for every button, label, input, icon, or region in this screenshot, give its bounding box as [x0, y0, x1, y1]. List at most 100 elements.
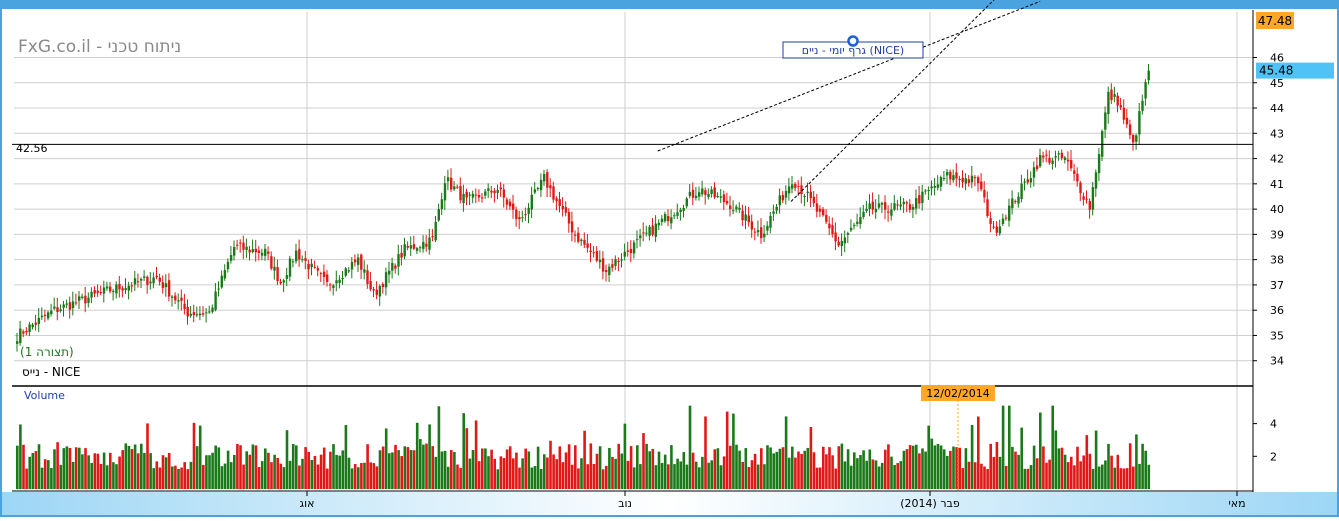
volume-bar [65, 446, 69, 489]
candle-body [50, 310, 53, 315]
volume-bar [570, 464, 574, 489]
candle-body [936, 184, 940, 188]
trend-line[interactable] [657, 0, 1041, 152]
high-tag-box [1256, 12, 1294, 29]
volume-bar [673, 464, 676, 489]
candle-body [775, 206, 778, 211]
volume-bar [1147, 464, 1151, 489]
volume-bar [124, 443, 128, 489]
price-tick-label: 41 [1270, 178, 1284, 191]
candle-body [769, 216, 772, 228]
trend-line[interactable] [790, 0, 1040, 202]
candle-body [459, 186, 462, 201]
volume-bar [496, 469, 500, 489]
volume-bar [663, 454, 667, 489]
candle-body [530, 194, 533, 210]
caption-anchor-handle[interactable] [847, 35, 859, 47]
candle-body [512, 203, 515, 210]
volume-bar [608, 447, 611, 489]
candle-body [887, 211, 890, 213]
volume-bar [1138, 463, 1141, 489]
candle-body [474, 194, 478, 196]
volume-bar [47, 460, 50, 489]
candle-body [338, 279, 341, 283]
candle-body [397, 254, 400, 267]
candle-body [729, 205, 732, 210]
volume-bar [725, 411, 729, 489]
volume-bar [164, 457, 168, 489]
candle-body [245, 246, 248, 251]
volume-bar [760, 448, 763, 489]
volume-bar [347, 457, 351, 489]
volume-bar [1122, 468, 1126, 489]
candle-body [620, 259, 623, 261]
candle-body [19, 328, 22, 344]
volume-tick-label: 2 [1270, 450, 1277, 463]
candle-body [958, 178, 961, 180]
volume-bar [136, 453, 140, 489]
volume-bar [384, 428, 388, 489]
volume-bar [1017, 454, 1020, 489]
volume-bar [446, 466, 450, 489]
candle-body [1048, 157, 1051, 163]
candle-body [753, 231, 757, 233]
candle-body [738, 207, 741, 210]
candle-body [47, 312, 50, 319]
volume-bar [267, 452, 270, 489]
candle-body [254, 248, 258, 253]
candle-body [1082, 196, 1085, 200]
volume-bar [871, 459, 875, 489]
candle-body [118, 283, 121, 290]
candle-body [81, 296, 84, 299]
candle-body [431, 236, 434, 238]
volume-bar [338, 455, 341, 489]
candle-body [642, 232, 645, 234]
candle-body [1104, 112, 1107, 130]
candle-body [877, 203, 881, 208]
candle-body [341, 277, 344, 280]
volume-bar [375, 466, 379, 489]
candle-body [149, 281, 152, 284]
volume-bar [769, 447, 772, 489]
volume-bar [524, 448, 527, 489]
candle-body [260, 252, 264, 256]
candle-body [682, 207, 685, 211]
volume-bar [763, 464, 766, 489]
volume-bar [583, 430, 586, 489]
volume-bar [933, 445, 937, 489]
candle-body [1097, 154, 1101, 174]
volume-bar [840, 443, 844, 489]
candle-body [28, 324, 31, 333]
candle-body [127, 285, 130, 291]
volume-bar [282, 467, 286, 489]
candle-body [924, 190, 927, 192]
volume-bar [818, 467, 822, 489]
candle-body [1004, 217, 1008, 219]
volume-bar [198, 425, 202, 489]
candle-body [428, 237, 431, 250]
candle-body [1020, 183, 1023, 200]
candle-body [229, 255, 233, 261]
volume-bar [276, 457, 279, 489]
volume-bar [543, 454, 546, 489]
volume-bar [226, 450, 230, 489]
volume-bar [880, 462, 884, 489]
volume-bar [1014, 451, 1017, 489]
candle-body [307, 264, 310, 270]
candle-body [105, 286, 109, 289]
candle-body [698, 192, 701, 197]
symbol-label: נייס - NICE [22, 365, 80, 379]
volume-bar [753, 453, 757, 489]
candle-body [1011, 198, 1014, 209]
volume-bar [853, 452, 856, 489]
volume-bar [208, 455, 211, 489]
candle-body [908, 204, 912, 210]
candle-body [722, 194, 726, 203]
candle-body [96, 290, 99, 293]
candle-body [353, 259, 357, 263]
candle-body [574, 234, 577, 236]
volume-bar [527, 451, 531, 489]
candle-body [109, 286, 112, 292]
candle-body [818, 208, 822, 212]
volume-bar [586, 464, 589, 489]
